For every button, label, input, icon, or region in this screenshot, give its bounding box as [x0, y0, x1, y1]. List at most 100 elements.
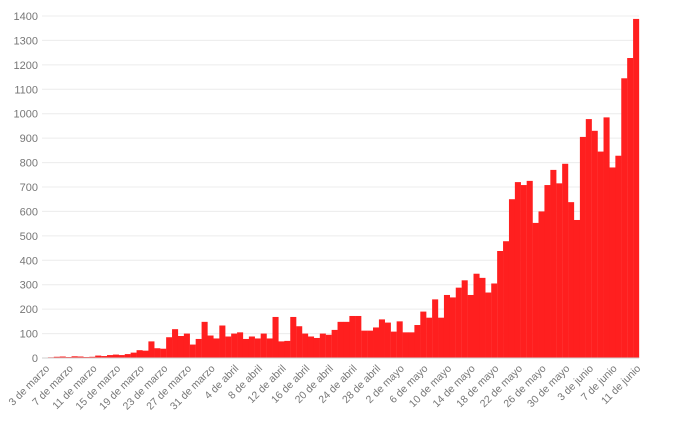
bar[interactable]: 3 de abril: 88: [225, 337, 231, 359]
bar[interactable]: 25 de marzo: 118: [172, 329, 178, 358]
bar[interactable]: 27 de mayo: 708: [544, 185, 550, 358]
bar[interactable]: 1 de junio: 565: [574, 220, 580, 358]
bar[interactable]: 21 de abril: 115: [332, 330, 338, 358]
y-tick-label: 900: [20, 133, 38, 145]
bar[interactable]: 19 de abril: 100: [320, 334, 326, 358]
bar[interactable]: 7 de abril: 88: [249, 337, 255, 359]
bar[interactable]: 23 de mayo: 708: [521, 185, 527, 358]
bar[interactable]: 9 de abril: 100: [261, 334, 267, 358]
bar[interactable]: 21 de mayo: 650: [509, 199, 515, 358]
bar[interactable]: 2 de mayo: 150: [397, 321, 403, 358]
bar[interactable]: 14 de abril: 168: [290, 317, 296, 358]
bar[interactable]: 11 de mayo: 248: [450, 297, 456, 358]
bar[interactable]: 29 de marzo: 78: [196, 339, 202, 358]
bar[interactable]: 26 de abril: 112: [361, 331, 367, 358]
bar[interactable]: 17 de marzo: 16: [125, 354, 131, 358]
bar[interactable]: 21 de marzo: 68: [148, 341, 154, 358]
bar[interactable]: 16 de mayo: 328: [479, 278, 485, 358]
y-tick-label: 0: [32, 353, 38, 365]
y-tick-label: 500: [20, 231, 38, 243]
bar[interactable]: 8 de abril: 80: [255, 338, 261, 358]
bar[interactable]: 15 de marzo: 14: [113, 355, 119, 358]
bar[interactable]: 1 de abril: 80: [213, 338, 219, 358]
bar[interactable]: 5 de mayo: 135: [414, 325, 420, 358]
bar[interactable]: 13 de mayo: 318: [462, 280, 468, 358]
bar[interactable]: 20 de marzo: 30: [142, 351, 148, 358]
bar[interactable]: 16 de abril: 100: [302, 334, 308, 358]
bar[interactable]: 7 de junio: 780: [609, 167, 615, 358]
bar[interactable]: 31 de mayo: 638: [568, 202, 574, 358]
bar[interactable]: 17 de abril: 88: [308, 337, 314, 359]
bar[interactable]: 4 de junio: 930: [592, 131, 598, 358]
bar[interactable]: 14 de mayo: 258: [468, 295, 474, 358]
bar[interactable]: 13 de abril: 70: [284, 341, 290, 358]
y-tick-label: 600: [20, 206, 38, 218]
y-tick-label: 400: [20, 255, 38, 267]
bar[interactable]: 2 de abril: 133: [219, 326, 225, 358]
bar[interactable]: 30 de abril: 145: [385, 323, 391, 358]
bar[interactable]: 24 de abril: 172: [349, 316, 355, 358]
bar[interactable]: 28 de mayo: 770: [550, 170, 556, 358]
bar[interactable]: 19 de marzo: 32: [137, 350, 143, 358]
bar[interactable]: 4 de mayo: 105: [408, 332, 414, 358]
bar[interactable]: 6 de mayo: 190: [420, 312, 426, 358]
bar[interactable]: 4 de abril: 100: [231, 334, 237, 358]
bar[interactable]: 5 de junio: 845: [598, 152, 604, 358]
y-tick-label: 700: [20, 182, 38, 194]
bar[interactable]: 31 de marzo: 92: [208, 336, 214, 358]
bar[interactable]: 15 de mayo: 345: [474, 274, 480, 358]
bar[interactable]: 20 de mayo: 478: [503, 241, 509, 358]
bar[interactable]: 10 de mayo: 258: [444, 295, 450, 358]
bar[interactable]: 24 de marzo: 85: [166, 337, 172, 358]
bar[interactable]: 7 de mayo: 165: [426, 318, 432, 358]
bar[interactable]: 22 de marzo: 40: [154, 348, 160, 358]
bar[interactable]: 26 de mayo: 600: [539, 211, 545, 358]
bar[interactable]: 27 de abril: 112: [367, 331, 373, 358]
bar[interactable]: 12 de abril: 68: [278, 341, 284, 358]
bar[interactable]: 29 de abril: 158: [379, 319, 385, 358]
bar[interactable]: 23 de marzo: 38: [160, 349, 166, 358]
y-axis-ticks: 0100200300400500600700800900100011001200…: [14, 11, 38, 365]
bar[interactable]: 6 de junio: 985: [604, 117, 610, 358]
bar[interactable]: 20 de abril: 95: [326, 335, 332, 358]
bar[interactable]: 29 de mayo: 715: [556, 183, 562, 358]
bar[interactable]: 10 de abril: 80: [267, 338, 273, 358]
bar[interactable]: 18 de mayo: 305: [491, 283, 497, 358]
bar[interactable]: 18 de abril: 82: [314, 338, 320, 358]
bar[interactable]: 26 de marzo: 90: [178, 336, 184, 358]
bar[interactable]: 17 de mayo: 268: [485, 293, 491, 358]
bar[interactable]: 2 de junio: 905: [580, 137, 586, 358]
bar[interactable]: 8 de mayo: 240: [432, 299, 438, 358]
bar[interactable]: 3 de mayo: 105: [403, 332, 409, 358]
bar[interactable]: 24 de mayo: 725: [527, 181, 533, 358]
bar[interactable]: 30 de mayo: 795: [562, 164, 568, 358]
bar[interactable]: 10 de junio: 1228: [627, 58, 633, 358]
bar[interactable]: 11 de junio: 1388: [633, 19, 639, 358]
bar[interactable]: 11 de abril: 168: [273, 317, 279, 358]
bar[interactable]: 23 de abril: 148: [343, 322, 349, 358]
bar[interactable]: 28 de abril: 125: [373, 327, 379, 358]
bar[interactable]: 22 de abril: 148: [338, 322, 344, 358]
bar[interactable]: 25 de mayo: 553: [533, 223, 539, 358]
bar[interactable]: 9 de mayo: 165: [438, 318, 444, 358]
bar[interactable]: 3 de junio: 978: [586, 119, 592, 358]
bar[interactable]: 19 de mayo: 438: [497, 251, 503, 358]
bar[interactable]: 18 de marzo: 22: [131, 353, 137, 358]
bar[interactable]: 6 de abril: 78: [243, 339, 249, 358]
bar[interactable]: 30 de marzo: 148: [202, 322, 208, 358]
bar[interactable]: 1 de mayo: 108: [391, 332, 397, 358]
bars: 3 de marzo: 24 de marzo: 35 de marzo: 56…: [42, 19, 639, 358]
bar[interactable]: 27 de marzo: 100: [184, 334, 190, 358]
bar[interactable]: 22 de mayo: 720: [515, 182, 521, 358]
bar[interactable]: 25 de abril: 172: [355, 316, 361, 358]
y-tick-label: 1000: [14, 109, 38, 121]
bar[interactable]: 9 de junio: 1145: [621, 78, 627, 358]
bar[interactable]: 8 de junio: 828: [615, 156, 621, 358]
y-tick-label: 200: [20, 304, 38, 316]
bar[interactable]: 12 de mayo: 288: [456, 288, 462, 358]
bar[interactable]: 28 de marzo: 55: [190, 345, 196, 358]
bar[interactable]: 5 de abril: 105: [237, 332, 243, 358]
bar[interactable]: 15 de abril: 130: [296, 326, 302, 358]
